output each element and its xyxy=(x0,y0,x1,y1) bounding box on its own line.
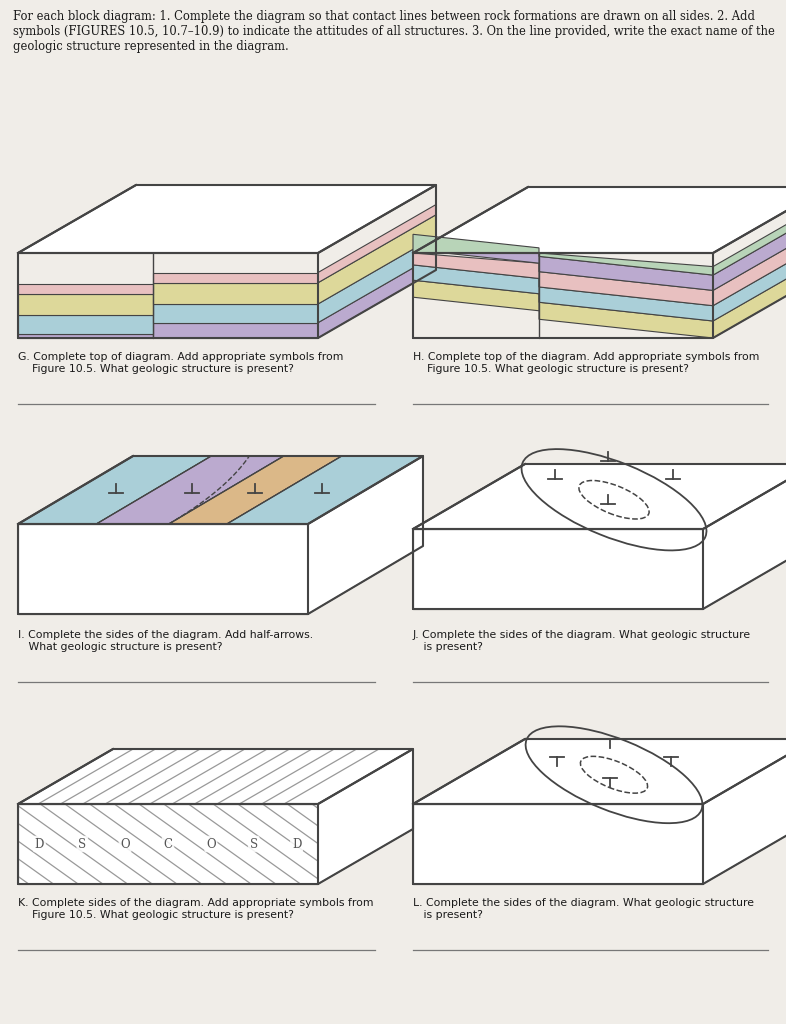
Polygon shape xyxy=(413,187,786,253)
Text: S: S xyxy=(250,838,258,851)
Polygon shape xyxy=(318,255,436,338)
Text: L. Complete the sides of the diagram. What geologic structure
   is present?: L. Complete the sides of the diagram. Wh… xyxy=(413,898,754,920)
Polygon shape xyxy=(703,739,786,884)
Polygon shape xyxy=(18,804,318,884)
Polygon shape xyxy=(539,256,713,291)
Text: O: O xyxy=(206,838,215,851)
Polygon shape xyxy=(169,456,342,524)
Polygon shape xyxy=(413,529,703,609)
Polygon shape xyxy=(153,283,318,304)
Polygon shape xyxy=(227,456,423,524)
Polygon shape xyxy=(18,334,153,338)
Polygon shape xyxy=(413,253,539,279)
Text: G. Complete top of diagram. Add appropriate symbols from
    Figure 10.5. What g: G. Complete top of diagram. Add appropri… xyxy=(18,352,343,374)
Polygon shape xyxy=(318,205,436,283)
Text: S: S xyxy=(79,838,86,851)
Text: I. Complete the sides of the diagram. Add half-arrows.
   What geologic structur: I. Complete the sides of the diagram. Ad… xyxy=(18,630,313,651)
Polygon shape xyxy=(18,284,153,294)
Polygon shape xyxy=(97,456,284,524)
Text: K. Complete sides of the diagram. Add appropriate symbols from
    Figure 10.5. : K. Complete sides of the diagram. Add ap… xyxy=(18,898,373,920)
Polygon shape xyxy=(713,224,786,306)
Polygon shape xyxy=(318,215,436,304)
Polygon shape xyxy=(318,236,436,323)
Polygon shape xyxy=(413,234,539,253)
Polygon shape xyxy=(413,739,786,804)
Text: D: D xyxy=(35,838,44,851)
Text: H. Complete top of the diagram. Add appropriate symbols from
    Figure 10.5. Wh: H. Complete top of the diagram. Add appr… xyxy=(413,352,759,374)
Polygon shape xyxy=(153,272,318,283)
Polygon shape xyxy=(713,201,786,275)
Polygon shape xyxy=(18,456,211,524)
Polygon shape xyxy=(413,250,539,263)
Polygon shape xyxy=(308,456,423,614)
Polygon shape xyxy=(413,804,703,884)
Polygon shape xyxy=(153,323,318,338)
Polygon shape xyxy=(713,240,786,321)
Polygon shape xyxy=(18,315,153,334)
Text: D: D xyxy=(292,838,301,851)
Polygon shape xyxy=(413,281,539,310)
Polygon shape xyxy=(318,749,413,884)
Polygon shape xyxy=(539,287,713,321)
Polygon shape xyxy=(539,302,713,338)
Polygon shape xyxy=(713,255,786,338)
Polygon shape xyxy=(153,304,318,323)
Polygon shape xyxy=(413,464,786,529)
Polygon shape xyxy=(539,253,713,275)
Text: For each block diagram: 1. Complete the diagram so that contact lines between ro: For each block diagram: 1. Complete the … xyxy=(13,10,775,53)
Polygon shape xyxy=(18,294,153,315)
Polygon shape xyxy=(18,524,308,614)
Text: O: O xyxy=(120,838,130,851)
Polygon shape xyxy=(18,749,413,804)
Polygon shape xyxy=(413,265,539,294)
Text: J. Complete the sides of the diagram. What geologic structure
   is present?: J. Complete the sides of the diagram. Wh… xyxy=(413,630,751,651)
Polygon shape xyxy=(703,464,786,609)
Text: C: C xyxy=(163,838,172,851)
Polygon shape xyxy=(18,185,436,253)
Polygon shape xyxy=(539,271,713,306)
Polygon shape xyxy=(713,209,786,291)
